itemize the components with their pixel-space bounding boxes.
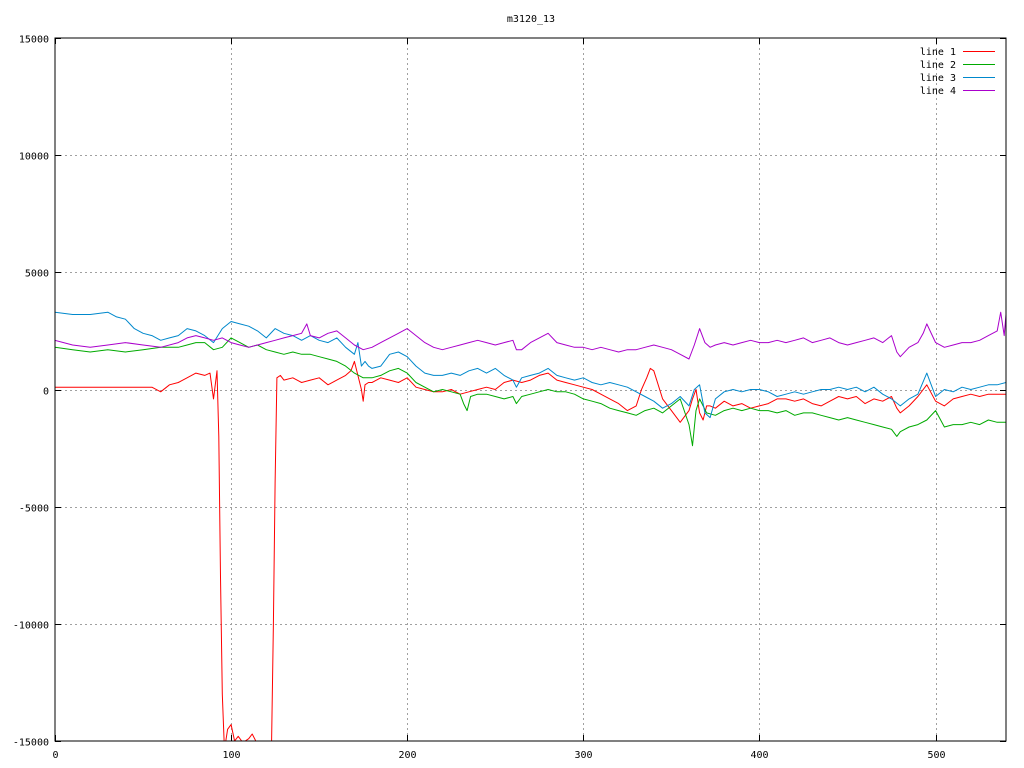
y-tick-label: -10000: [13, 621, 49, 632]
series-line-3: [55, 311, 1006, 419]
y-tick-label: 5000: [25, 269, 49, 280]
series-group: [55, 311, 1006, 741]
x-tick-label: 200: [398, 750, 416, 761]
legend-label: line 1: [920, 47, 956, 58]
legend-label: line 3: [920, 73, 956, 84]
legend-label: line 4: [920, 86, 956, 97]
y-tick-label: 15000: [19, 35, 49, 46]
series-line-1: [55, 360, 1006, 741]
plot-frame: [54, 37, 1007, 742]
x-tick-label: 500: [927, 750, 945, 761]
chart-title: m3120_13: [507, 14, 555, 25]
y-tick-label: 0: [43, 387, 49, 398]
x-tick-label: 100: [222, 750, 240, 761]
series-line-4: [55, 311, 1006, 360]
x-tick-label: 300: [574, 750, 592, 761]
y-tick-label: -5000: [19, 504, 49, 515]
legend-label: line 2: [920, 60, 956, 71]
legend: line 1 line 2 line 3 line 4: [920, 47, 995, 97]
series-line-2: [55, 337, 1006, 447]
y-tick-label: 10000: [19, 152, 49, 163]
axis-ticks: 0 100 200 300 400 500 -15000 -10000 -5000 0 5000 10…: [13, 35, 1006, 761]
x-tick-label: 400: [750, 750, 768, 761]
y-tick-label: -15000: [13, 738, 49, 749]
x-tick-label: 0: [52, 750, 58, 761]
